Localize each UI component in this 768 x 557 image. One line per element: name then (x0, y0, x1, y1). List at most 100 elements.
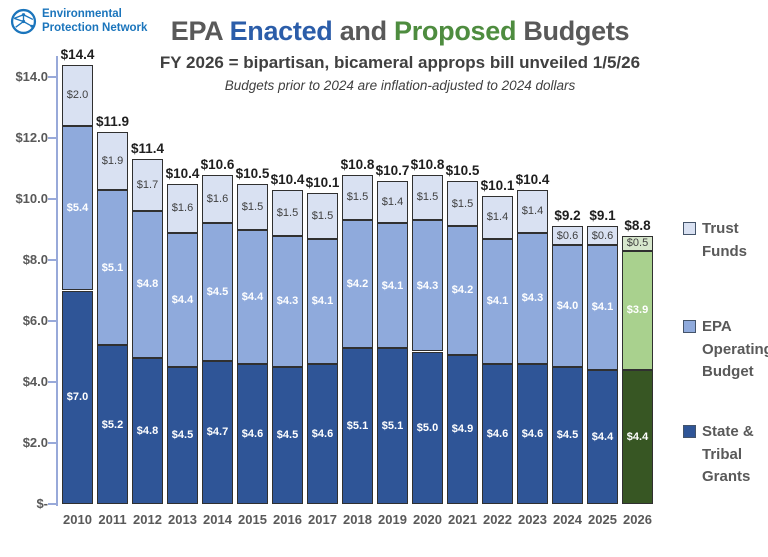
title-word-budgets: Budgets (516, 16, 630, 46)
bar-value-label-2024-state-tribal-grants: $4.5 (556, 429, 579, 442)
bar-segment-2022-trust-funds: $1.4 (482, 195, 513, 239)
bar-segment-2024-epa-operating-budget: $4.0 (552, 244, 583, 367)
epn-logo-line2: Protection Network (42, 21, 148, 34)
y-axis-tick (48, 503, 56, 505)
bar-value-label-2016-trust-funds: $1.5 (276, 206, 299, 219)
bar-value-label-2011-epa-operating-budget: $5.1 (101, 261, 124, 274)
bar-value-label-2018-epa-operating-budget: $4.2 (346, 278, 369, 291)
bar-segment-2023-trust-funds: $1.4 (517, 189, 548, 233)
bar-segment-2011-trust-funds: $1.9 (97, 131, 128, 190)
bar-segment-2020-epa-operating-budget: $4.3 (412, 220, 443, 352)
bar-segment-2014-state-tribal-grants: $4.7 (202, 360, 233, 504)
bar-segment-2015-state-tribal-grants: $4.6 (237, 363, 268, 504)
bar-value-label-2023-trust-funds: $1.4 (521, 205, 544, 218)
bar-value-label-2015-trust-funds: $1.5 (241, 200, 264, 213)
bar-value-label-2019-trust-funds: $1.4 (381, 196, 404, 209)
bar-total-label-2023: $10.4 (515, 171, 550, 187)
bar-total-label-2025: $9.1 (589, 208, 616, 224)
bar-segment-2012-trust-funds: $1.7 (132, 159, 163, 212)
bar-value-label-2023-state-tribal-grants: $4.6 (521, 427, 544, 440)
x-axis-label-2011: 2011 (98, 512, 127, 527)
bar-segment-2018-state-tribal-grants: $5.1 (342, 348, 373, 504)
bar-segment-2022-state-tribal-grants: $4.6 (482, 363, 513, 504)
bar-value-label-2021-epa-operating-budget: $4.2 (451, 284, 474, 297)
bar-segment-2011-state-tribal-grants: $5.2 (97, 345, 128, 504)
bar-segment-2019-state-tribal-grants: $5.1 (377, 348, 408, 504)
y-axis-tick-label: $14.0 (15, 69, 48, 84)
title-word-enacted: Enacted (229, 16, 333, 46)
x-axis-label-2023: 2023 (518, 512, 547, 527)
epn-logo-text: Environmental Protection Network (42, 8, 147, 34)
y-axis-tick (48, 198, 56, 200)
legend-swatch-state-tribal-grants (683, 425, 696, 438)
bar-value-label-2021-trust-funds: $1.5 (451, 197, 474, 210)
chart-note: Budgets prior to 2024 are inflation-adju… (224, 78, 576, 93)
bar-segment-2026-epa-operating-budget: $3.9 (622, 250, 653, 370)
y-axis-tick-label: $8.0 (22, 252, 48, 267)
bar-total-label-2016: $10.4 (270, 171, 305, 187)
y-axis-tick (48, 137, 56, 139)
bar-segment-2010-trust-funds: $2.0 (62, 64, 93, 126)
title-word-and: and (332, 16, 395, 46)
bar-total-label-2017: $10.1 (305, 174, 340, 190)
bar-segment-2025-epa-operating-budget: $4.1 (587, 244, 618, 370)
x-axis-label-2010: 2010 (63, 512, 92, 527)
x-axis-label-2018: 2018 (343, 512, 372, 527)
bar-value-label-2025-epa-operating-budget: $4.1 (591, 301, 614, 314)
legend-swatch-epa-operating-budget (683, 320, 696, 333)
bar-value-label-2020-epa-operating-budget: $4.3 (416, 279, 439, 292)
bar-segment-2017-trust-funds: $1.5 (307, 192, 338, 239)
bar-value-label-2017-trust-funds: $1.5 (311, 209, 334, 222)
legend-item-state-tribal-grants: State & Tribal Grants (683, 421, 768, 489)
bar-total-label-2020: $10.8 (410, 156, 445, 172)
bar-value-label-2016-epa-operating-budget: $4.3 (276, 295, 299, 308)
bar-value-label-2015-state-tribal-grants: $4.6 (241, 427, 264, 440)
legend-swatch-trust-funds (683, 222, 696, 235)
bar-segment-2013-epa-operating-budget: $4.4 (167, 232, 198, 367)
bar-segment-2019-epa-operating-budget: $4.1 (377, 223, 408, 349)
bar-total-label-2018: $10.8 (340, 156, 375, 172)
legend-item-trust-funds: Trust Funds (683, 218, 768, 263)
y-axis-tick (48, 320, 56, 322)
bar-segment-2022-epa-operating-budget: $4.1 (482, 238, 513, 364)
bar-value-label-2015-epa-operating-budget: $4.4 (241, 290, 264, 303)
legend-item-epa-operating-budget: EPA Operating Budget (683, 316, 768, 384)
chart-title: EPA Enacted and Proposed Budgets (60, 16, 740, 47)
bar-segment-2018-epa-operating-budget: $4.2 (342, 220, 373, 349)
y-axis-tick-label: $- (36, 496, 48, 511)
bar-segment-2011-epa-operating-budget: $5.1 (97, 189, 128, 346)
x-axis-label-2026: 2026 (623, 512, 652, 527)
y-axis-tick-label: $12.0 (15, 130, 48, 145)
bar-segment-2013-state-tribal-grants: $4.5 (167, 366, 198, 504)
bar-segment-2024-state-tribal-grants: $4.5 (552, 366, 583, 504)
bar-total-label-2015: $10.5 (235, 165, 270, 181)
bar-value-label-2023-epa-operating-budget: $4.3 (521, 292, 544, 305)
bar-value-label-2012-trust-funds: $1.7 (136, 179, 159, 192)
bar-total-label-2013: $10.4 (165, 165, 200, 181)
bar-value-label-2014-state-tribal-grants: $4.7 (206, 426, 229, 439)
x-axis-label-2014: 2014 (203, 512, 232, 527)
bar-segment-2012-epa-operating-budget: $4.8 (132, 211, 163, 358)
bar-value-label-2010-state-tribal-grants: $7.0 (66, 391, 89, 404)
bar-value-label-2026-epa-operating-budget: $3.9 (626, 304, 649, 317)
y-axis-tick (48, 259, 56, 261)
bar-segment-2024-trust-funds: $0.6 (552, 226, 583, 245)
bar-value-label-2010-epa-operating-budget: $5.4 (66, 202, 89, 215)
bar-value-label-2025-state-tribal-grants: $4.4 (591, 430, 614, 443)
y-axis-tick (48, 442, 56, 444)
legend-label-state-tribal-grants: State & Tribal Grants (702, 423, 754, 485)
x-axis-label-2019: 2019 (378, 512, 407, 527)
y-axis-tick-label: $6.0 (22, 313, 48, 328)
bar-segment-2013-trust-funds: $1.6 (167, 183, 198, 233)
bar-segment-2021-trust-funds: $1.5 (447, 180, 478, 227)
bar-segment-2015-trust-funds: $1.5 (237, 183, 268, 230)
bar-value-label-2011-state-tribal-grants: $5.2 (101, 418, 124, 431)
legend-label-trust-funds: Trust Funds (702, 220, 747, 260)
bar-segment-2014-epa-operating-budget: $4.5 (202, 223, 233, 361)
bar-segment-2010-epa-operating-budget: $5.4 (62, 125, 93, 291)
bar-value-label-2020-trust-funds: $1.5 (416, 191, 439, 204)
globe-network-icon (10, 8, 37, 35)
bar-value-label-2013-state-tribal-grants: $4.5 (171, 429, 194, 442)
bar-value-label-2024-trust-funds: $0.6 (556, 229, 579, 242)
bar-total-label-2019: $10.7 (375, 162, 410, 178)
